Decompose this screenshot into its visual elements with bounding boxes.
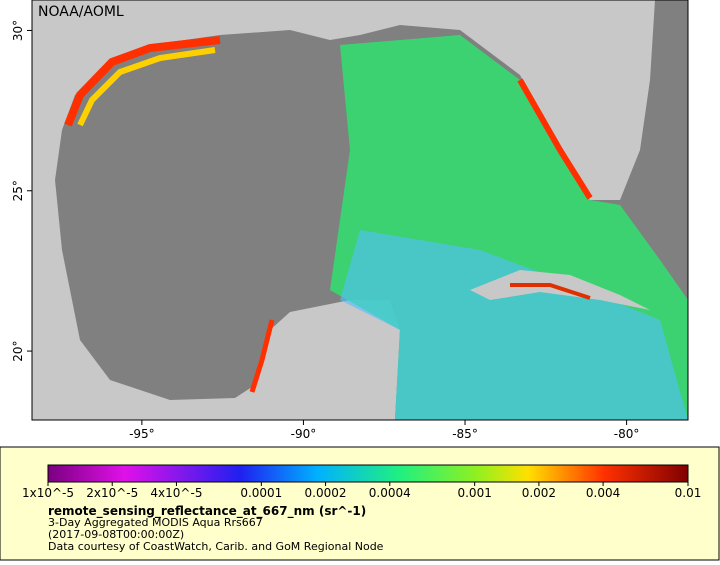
x-tick-label: -95° <box>129 427 155 441</box>
legend-line: (2017-09-08T00:00:00Z) <box>48 528 184 541</box>
colorbar-tick-label: 2x10^-5 <box>86 486 138 500</box>
legend-line: 3-Day Aggregated MODIS Aqua Rrs667 <box>48 516 263 529</box>
x-tick-label: -85° <box>452 427 478 441</box>
y-tick-label: 30° <box>11 20 25 41</box>
coastal-high <box>64 36 221 127</box>
credit: NOAA/AOML <box>38 4 124 20</box>
x-tick-label: -90° <box>291 427 317 441</box>
colorbar-tick-label: 0.004 <box>586 486 620 500</box>
coastal-high <box>510 283 591 300</box>
coastal-high <box>249 319 275 393</box>
coastal-mid <box>77 47 216 127</box>
coastal-high <box>517 78 593 200</box>
map-frame <box>31 0 689 421</box>
y-tick-label: 20° <box>11 340 25 361</box>
colorbar-tick-label: 0.001 <box>457 486 491 500</box>
data-patch <box>340 230 688 420</box>
colorbar-tick-label: 0.002 <box>522 486 556 500</box>
colorbar-tick-label: 0.01 <box>675 486 702 500</box>
colorbar-tick-label: 1x10^-5 <box>22 486 74 500</box>
colorbar-tick-label: 0.0001 <box>240 486 282 500</box>
colorbar-tick-label: 4x10^-5 <box>150 486 202 500</box>
y-tick-label: 25° <box>11 180 25 201</box>
colorbar-tick-label: 0.0004 <box>369 486 411 500</box>
colorbar-tick-label: 0.0002 <box>305 486 347 500</box>
map-area <box>32 0 688 420</box>
colorbar <box>47 464 689 483</box>
x-tick-label: -80° <box>614 427 640 441</box>
legend-title: remote_sensing_reflectance_at_667_nm (sr… <box>48 504 366 519</box>
legend-line: Data courtesy of CoastWatch, Carib. and … <box>48 540 384 553</box>
